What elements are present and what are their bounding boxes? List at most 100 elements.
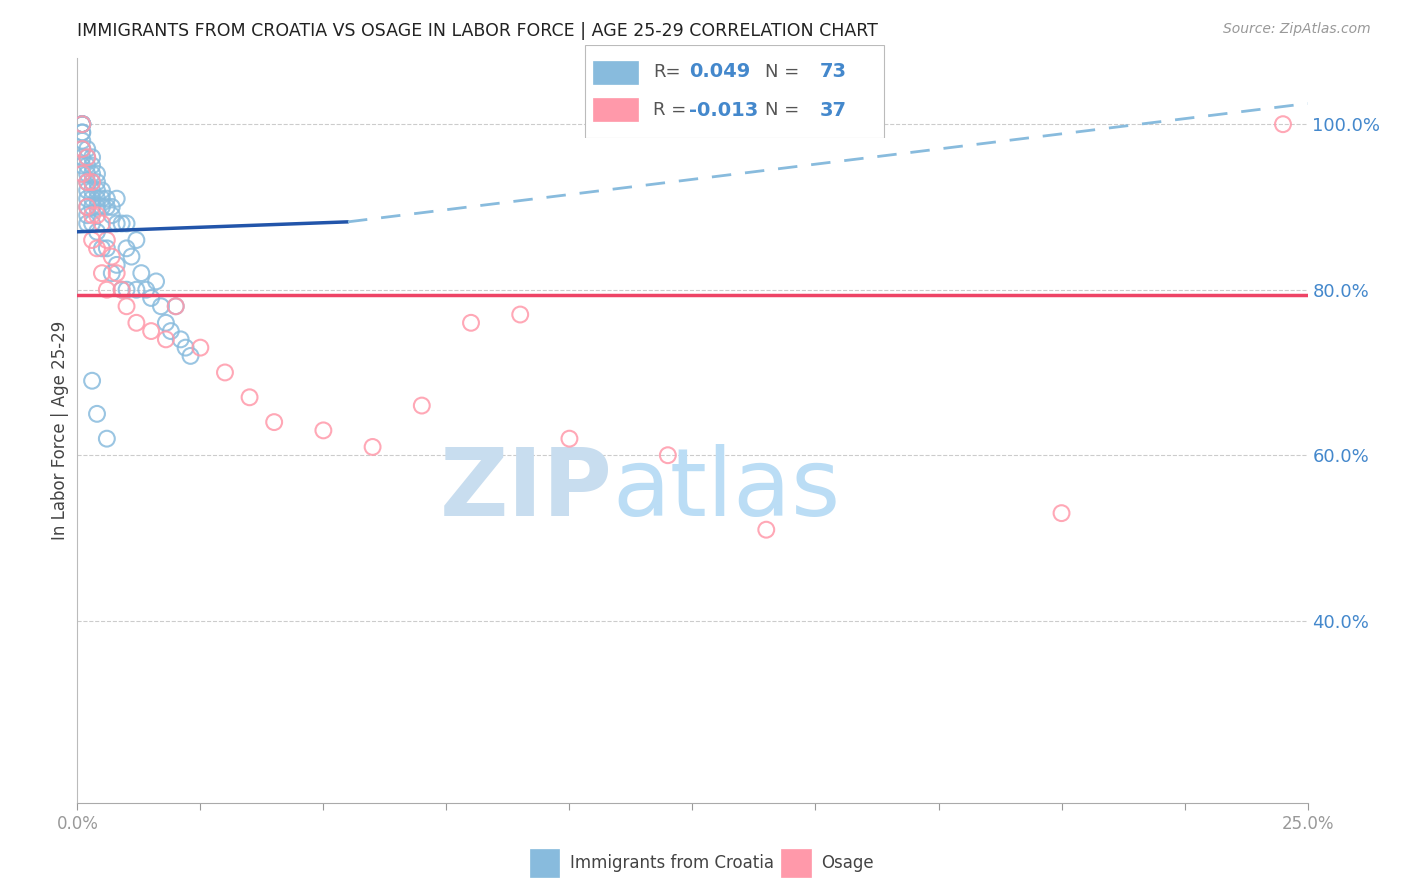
FancyBboxPatch shape bbox=[592, 98, 638, 121]
Point bbox=[263, 415, 285, 429]
Point bbox=[70, 126, 93, 140]
Point bbox=[82, 159, 104, 173]
Point bbox=[90, 266, 114, 280]
Text: R=: R= bbox=[652, 62, 681, 81]
Point bbox=[125, 233, 148, 247]
Point bbox=[90, 183, 114, 197]
Point bbox=[70, 167, 93, 181]
Point bbox=[86, 192, 108, 206]
Point bbox=[105, 258, 128, 272]
Point bbox=[105, 266, 128, 280]
Point bbox=[145, 275, 167, 289]
Point bbox=[82, 233, 104, 247]
Point bbox=[70, 117, 93, 131]
Point bbox=[111, 217, 132, 231]
Text: R =: R = bbox=[652, 101, 686, 120]
Point bbox=[76, 200, 98, 214]
Point bbox=[76, 183, 98, 197]
Point bbox=[70, 142, 93, 156]
Point bbox=[101, 266, 124, 280]
Point bbox=[70, 117, 93, 131]
Point bbox=[70, 117, 93, 131]
Text: Immigrants from Croatia: Immigrants from Croatia bbox=[571, 854, 775, 872]
Point bbox=[165, 299, 187, 313]
Text: Source: ZipAtlas.com: Source: ZipAtlas.com bbox=[1223, 22, 1371, 37]
Point bbox=[96, 432, 118, 446]
Point bbox=[76, 200, 98, 214]
Point bbox=[90, 241, 114, 255]
Point bbox=[115, 241, 138, 255]
Text: ZIP: ZIP bbox=[440, 444, 613, 536]
Point bbox=[82, 183, 104, 197]
Point bbox=[460, 316, 482, 330]
Point bbox=[155, 332, 177, 346]
Point bbox=[101, 208, 124, 222]
Text: N =: N = bbox=[765, 101, 799, 120]
Point bbox=[76, 167, 98, 181]
Point bbox=[86, 175, 108, 189]
Point bbox=[70, 150, 93, 164]
Point bbox=[150, 299, 173, 313]
Point bbox=[70, 117, 93, 131]
Point bbox=[76, 142, 98, 156]
Point bbox=[86, 225, 108, 239]
Point bbox=[141, 324, 163, 338]
Point bbox=[190, 341, 212, 355]
Point bbox=[121, 250, 143, 264]
Point bbox=[96, 192, 118, 206]
Point bbox=[101, 250, 124, 264]
Y-axis label: In Labor Force | Age 25-29: In Labor Force | Age 25-29 bbox=[51, 321, 69, 540]
Point bbox=[86, 241, 108, 255]
Point bbox=[82, 175, 104, 189]
Point bbox=[86, 407, 108, 421]
Point bbox=[1272, 117, 1295, 131]
Point bbox=[76, 150, 98, 164]
Point bbox=[105, 192, 128, 206]
Point bbox=[90, 192, 114, 206]
Point bbox=[76, 217, 98, 231]
Point bbox=[70, 117, 93, 131]
Point bbox=[105, 217, 128, 231]
FancyBboxPatch shape bbox=[530, 849, 560, 877]
Point bbox=[239, 390, 262, 404]
Point bbox=[86, 208, 108, 222]
Text: IMMIGRANTS FROM CROATIA VS OSAGE IN LABOR FORCE | AGE 25-29 CORRELATION CHART: IMMIGRANTS FROM CROATIA VS OSAGE IN LABO… bbox=[77, 22, 879, 40]
Point bbox=[214, 366, 236, 380]
FancyBboxPatch shape bbox=[585, 45, 884, 137]
Point bbox=[312, 424, 335, 438]
Point bbox=[76, 192, 98, 206]
Point bbox=[558, 432, 581, 446]
Point bbox=[1050, 506, 1073, 520]
Point bbox=[125, 316, 148, 330]
Point bbox=[115, 217, 138, 231]
Point bbox=[70, 126, 93, 140]
Point bbox=[70, 117, 93, 131]
Point bbox=[86, 167, 108, 181]
Point bbox=[82, 374, 104, 388]
Point bbox=[76, 159, 98, 173]
Point bbox=[76, 208, 98, 222]
Point bbox=[170, 332, 193, 346]
Point bbox=[160, 324, 183, 338]
Point bbox=[180, 349, 202, 363]
Text: 37: 37 bbox=[820, 101, 846, 120]
Point bbox=[82, 192, 104, 206]
Point bbox=[70, 142, 93, 156]
Point bbox=[115, 299, 138, 313]
Text: 0.049: 0.049 bbox=[689, 62, 751, 81]
Text: 73: 73 bbox=[820, 62, 846, 81]
Point bbox=[125, 283, 148, 297]
Point bbox=[70, 117, 93, 131]
Point bbox=[135, 283, 157, 297]
Point bbox=[755, 523, 778, 537]
FancyBboxPatch shape bbox=[592, 61, 638, 84]
Point bbox=[70, 142, 93, 156]
Point bbox=[76, 175, 98, 189]
Point bbox=[70, 159, 93, 173]
Point bbox=[86, 200, 108, 214]
Text: atlas: atlas bbox=[613, 444, 841, 536]
Point bbox=[82, 150, 104, 164]
Point bbox=[82, 217, 104, 231]
Point bbox=[101, 200, 124, 214]
Point bbox=[96, 200, 118, 214]
